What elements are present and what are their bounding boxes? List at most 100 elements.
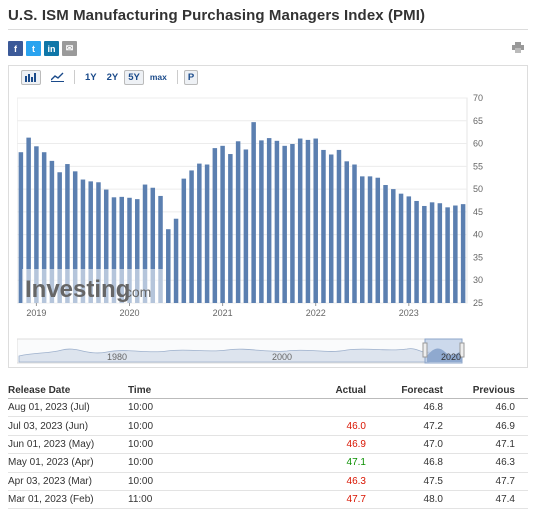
pmi-bar[interactable]: [228, 154, 233, 303]
pmi-bar[interactable]: [80, 179, 86, 303]
pmi-bar[interactable]: [406, 196, 412, 303]
y-tick-label: 70: [473, 94, 483, 103]
pmi-bar[interactable]: [88, 181, 93, 303]
pmi-bar[interactable]: [398, 193, 404, 303]
pmi-bar[interactable]: [166, 229, 171, 303]
pmi-bar[interactable]: [127, 197, 132, 303]
pmi-bar[interactable]: [41, 152, 47, 303]
cell-release-date: Jun 01, 2023 (May): [8, 438, 95, 450]
pmi-bar[interactable]: [135, 199, 140, 303]
x-tick-label: 2019: [26, 308, 46, 318]
pmi-bar[interactable]: [305, 139, 311, 303]
pmi-bar[interactable]: [26, 137, 31, 303]
y-tick-label: 25: [473, 298, 483, 308]
pmi-bar[interactable]: [142, 184, 148, 303]
pmi-bar[interactable]: [57, 172, 62, 303]
table-row: Mar 01, 2023 (Feb) 11:00 47.7 48.0 47.4: [8, 491, 528, 510]
x-tick-label: 2020: [119, 308, 139, 318]
pmi-bar[interactable]: [290, 144, 295, 303]
pmi-bar[interactable]: [460, 204, 466, 303]
pmi-bar[interactable]: [414, 200, 419, 303]
chart-navigator[interactable]: 1980 2000 2020: [17, 338, 517, 366]
pmi-bar[interactable]: [204, 164, 210, 303]
pmi-bar[interactable]: [72, 171, 78, 303]
cell-actual: 47.7: [346, 494, 366, 506]
header-forecast: Forecast: [401, 384, 443, 396]
pmi-bar[interactable]: [445, 207, 450, 303]
email-icon[interactable]: ✉: [62, 41, 77, 56]
y-tick-label: 30: [473, 275, 483, 285]
pmi-bar[interactable]: [150, 187, 156, 303]
pmi-bar[interactable]: [360, 176, 365, 303]
y-tick-label: 65: [473, 116, 483, 126]
line-chart-icon[interactable]: [47, 70, 68, 85]
cell-forecast: 48.0: [423, 494, 443, 506]
cell-release-date: Jul 03, 2023 (Jun): [8, 420, 89, 432]
pmi-bar[interactable]: [282, 145, 287, 303]
pmi-bar[interactable]: [328, 154, 334, 303]
y-tick-label: 55: [473, 161, 483, 171]
pmi-bar[interactable]: [251, 122, 256, 303]
range-max-button[interactable]: max: [149, 72, 167, 82]
pmi-bar[interactable]: [189, 170, 194, 303]
cell-time: 10:00: [128, 438, 154, 450]
pmi-bar[interactable]: [181, 178, 187, 303]
pmi-bar[interactable]: [375, 177, 381, 303]
pmi-bar[interactable]: [313, 138, 318, 303]
bar-chart-icon[interactable]: [21, 69, 41, 85]
p-button[interactable]: P: [183, 69, 199, 85]
pmi-bar[interactable]: [336, 149, 342, 303]
range-2y-button[interactable]: 2Y: [106, 71, 119, 83]
print-icon[interactable]: [512, 42, 524, 53]
pmi-bar[interactable]: [352, 164, 357, 303]
cell-forecast: 46.8: [423, 457, 443, 469]
navigator-left-handle[interactable]: [422, 342, 428, 358]
cell-time: 11:00: [128, 494, 153, 506]
pmi-bar[interactable]: [220, 145, 225, 303]
pmi-bar[interactable]: [65, 164, 70, 303]
pmi-bar[interactable]: [158, 195, 163, 303]
pmi-bar[interactable]: [103, 189, 109, 303]
chart-toolbar: 1Y 2Y 5Y max P: [9, 66, 527, 88]
cell-time: 10:00: [128, 457, 154, 469]
pmi-bar[interactable]: [344, 161, 349, 303]
pmi-bar[interactable]: [119, 196, 124, 303]
pmi-bar[interactable]: [49, 160, 55, 303]
pmi-bar[interactable]: [321, 149, 326, 303]
navigator-label-2000: 2000: [272, 352, 292, 362]
pmi-bar[interactable]: [18, 152, 24, 303]
pmi-bar[interactable]: [274, 140, 280, 303]
navigator-label-1980: 1980: [107, 352, 127, 362]
pmi-bar[interactable]: [297, 138, 303, 303]
pmi-bar[interactable]: [259, 140, 264, 303]
investing-watermark: Investing .com: [22, 269, 164, 303]
pmi-bar[interactable]: [437, 203, 443, 303]
watermark-suffix: .com: [121, 284, 151, 300]
title-divider: [8, 29, 528, 30]
pmi-bar[interactable]: [96, 182, 101, 303]
pmi-bar[interactable]: [422, 205, 427, 303]
pmi-bar[interactable]: [212, 148, 218, 303]
pmi-bar[interactable]: [111, 197, 117, 303]
y-tick-label: 50: [473, 184, 483, 194]
pmi-bar[interactable]: [391, 189, 396, 303]
pmi-bar[interactable]: [266, 138, 272, 303]
pmi-bar[interactable]: [173, 218, 179, 303]
pmi-bar[interactable]: [34, 146, 39, 303]
pmi-bar[interactable]: [453, 205, 458, 303]
navigator-right-handle[interactable]: [459, 342, 465, 358]
pmi-bar[interactable]: [429, 202, 435, 303]
pmi-bar[interactable]: [197, 163, 202, 303]
twitter-icon[interactable]: t: [26, 41, 41, 56]
pmi-bar[interactable]: [367, 176, 373, 303]
cell-release-date: Aug 01, 2023 (Jul): [8, 402, 90, 414]
range-5y-button[interactable]: 5Y: [124, 69, 144, 85]
linkedin-icon[interactable]: in: [44, 41, 59, 56]
facebook-icon[interactable]: f: [8, 41, 23, 56]
pmi-bar[interactable]: [235, 141, 241, 303]
x-tick-label: 2022: [306, 308, 326, 318]
pmi-bar[interactable]: [383, 185, 388, 303]
pmi-bar[interactable]: [243, 149, 249, 303]
range-1y-button[interactable]: 1Y: [85, 71, 97, 83]
header-previous: Previous: [472, 384, 515, 396]
